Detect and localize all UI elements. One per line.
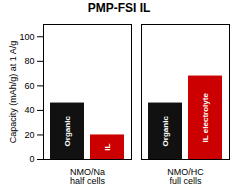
svg-text:NMO/Nahalf cells: NMO/Nahalf cells — [70, 167, 106, 186]
svg-text:NMO/HCfull cells: NMO/HCfull cells — [167, 167, 204, 186]
svg-text:Organic: Organic — [161, 116, 170, 147]
svg-text:0: 0 — [29, 154, 34, 164]
svg-text:80: 80 — [24, 56, 34, 66]
svg-text:40: 40 — [24, 105, 34, 115]
svg-text:Organic: Organic — [63, 116, 72, 147]
svg-text:100: 100 — [19, 32, 34, 42]
svg-text:60: 60 — [24, 81, 34, 91]
svg-text:IL: IL — [103, 144, 112, 151]
svg-text:Capacity (mAh/g) at 1 A/g: Capacity (mAh/g) at 1 A/g — [8, 41, 18, 144]
svg-text:20: 20 — [24, 130, 34, 140]
html-text:PMP-FSI IL: PMP-FSI IL — [87, 1, 151, 15]
svg-text:IL electrolyte: IL electrolyte — [201, 93, 210, 143]
